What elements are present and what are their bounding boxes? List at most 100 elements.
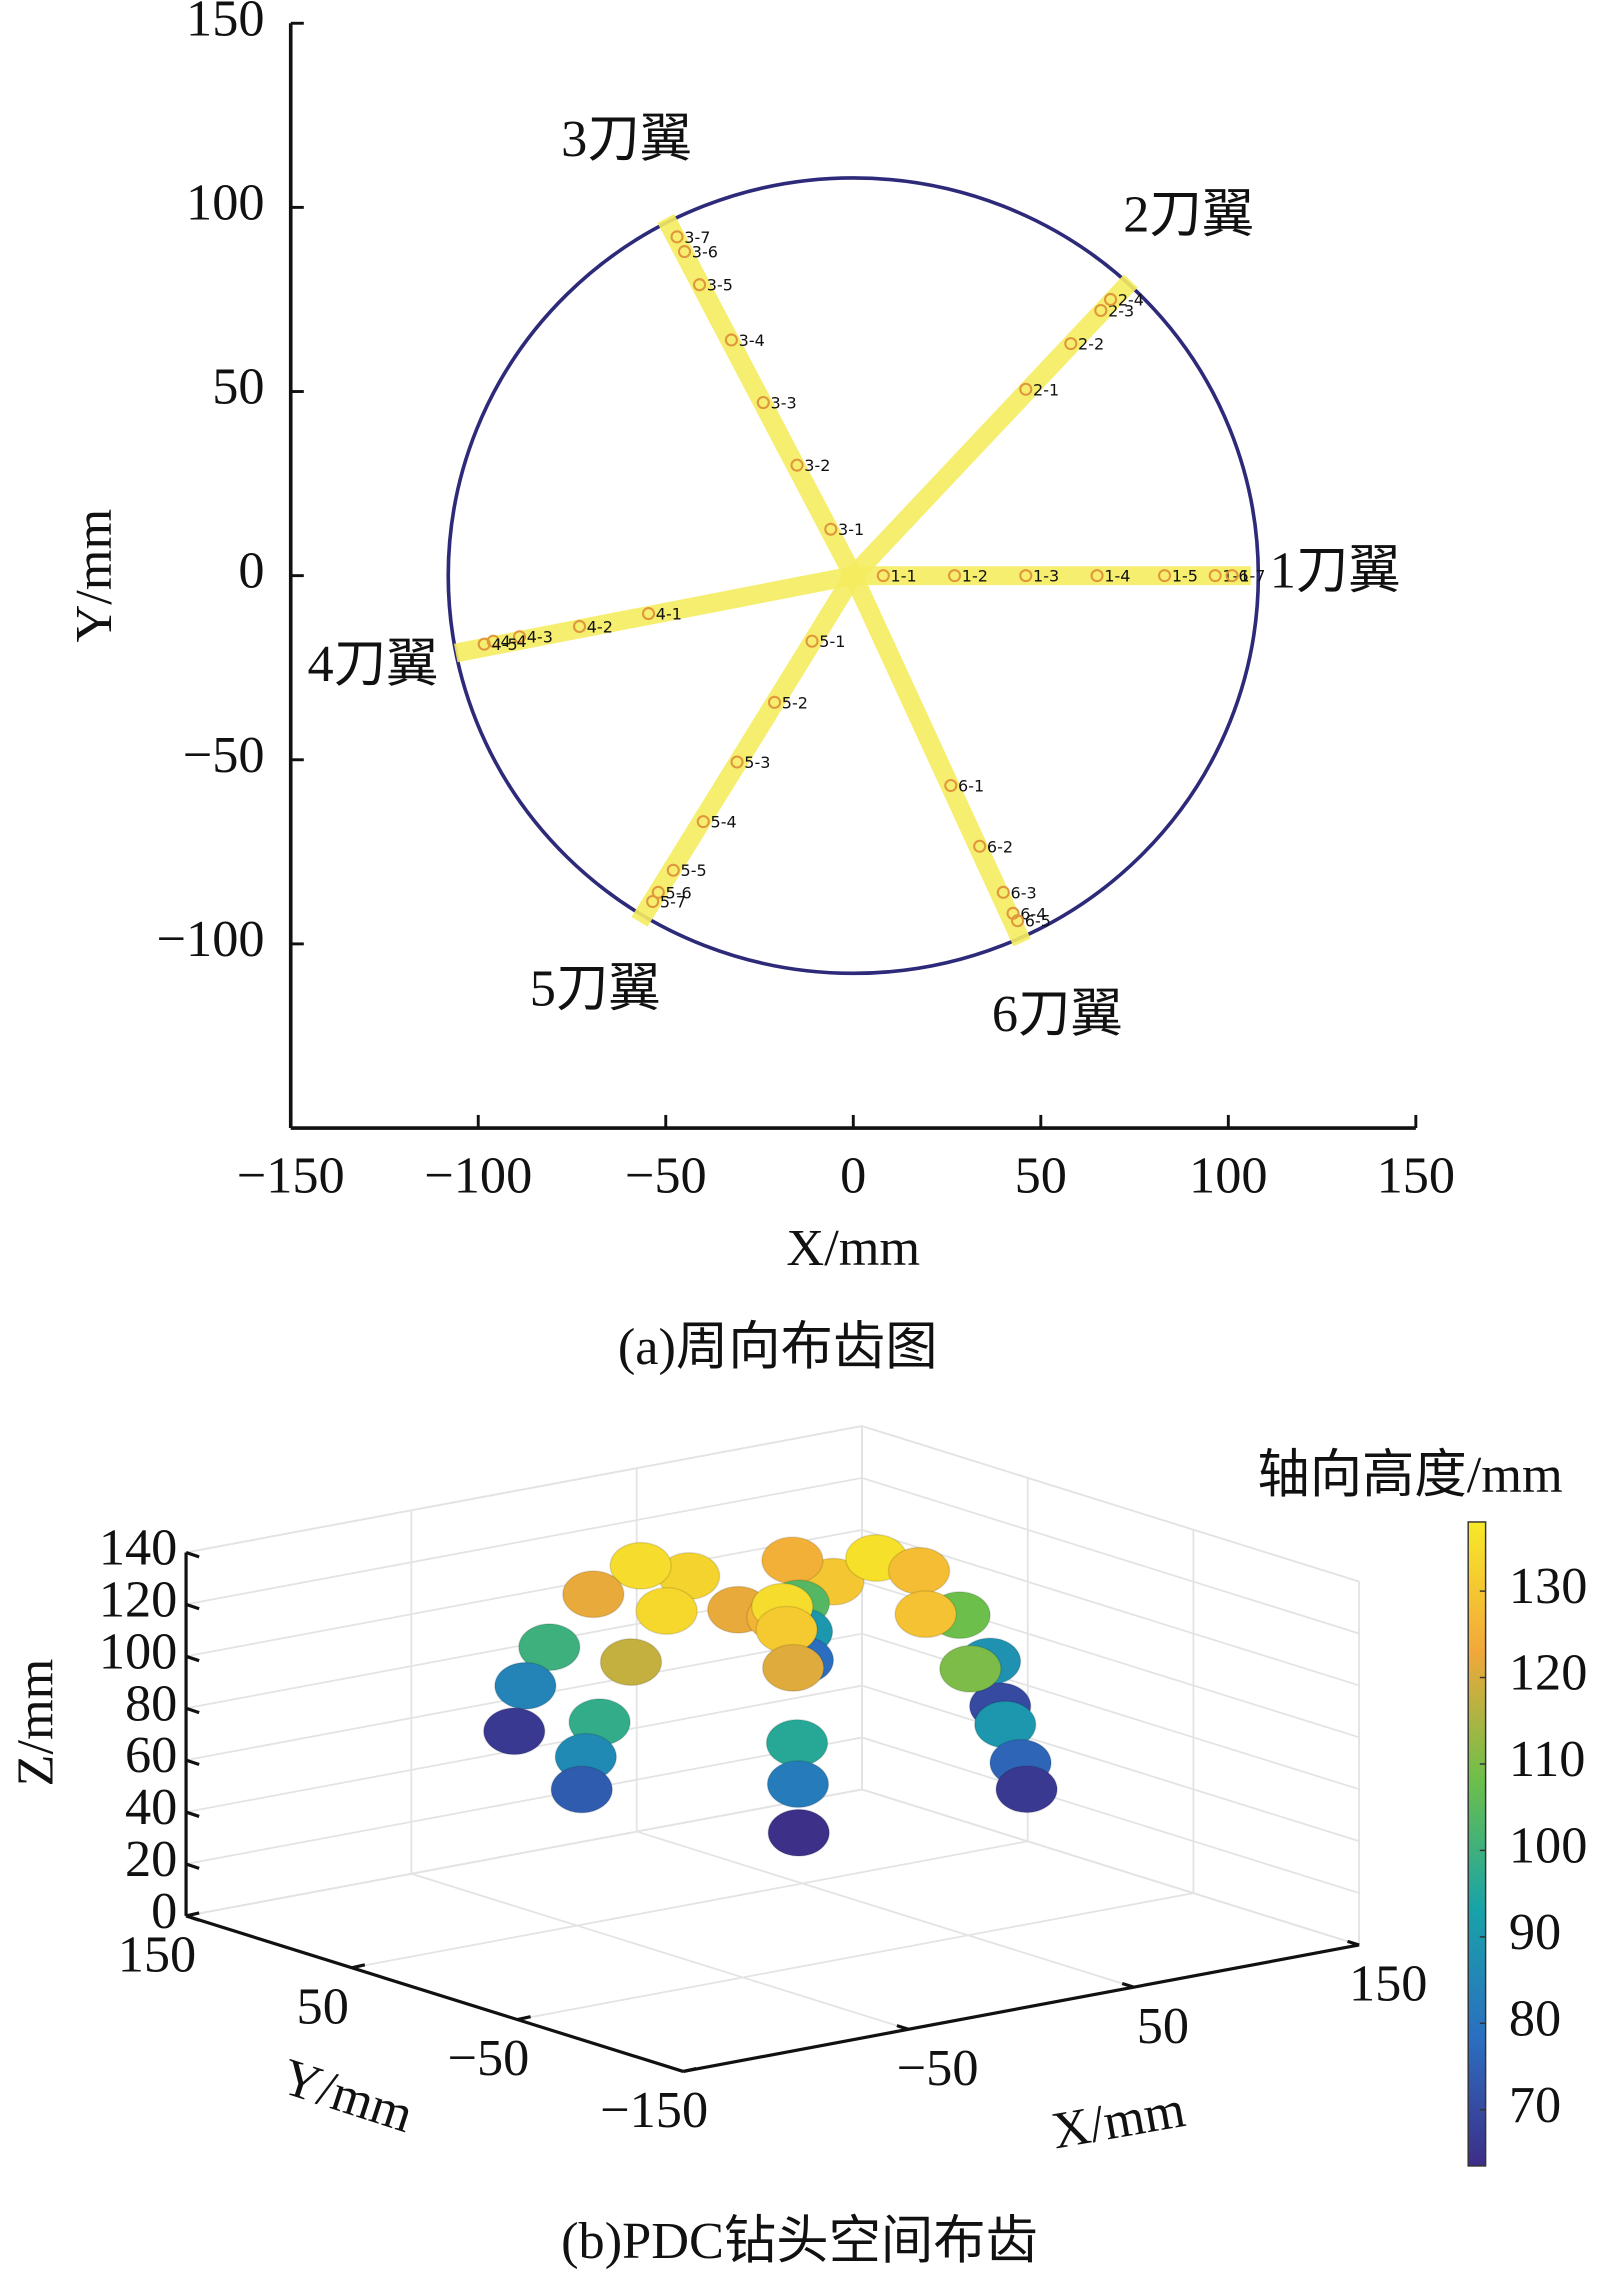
cutter <box>1019 569 1033 583</box>
cutter <box>767 695 782 709</box>
cutter <box>562 1570 625 1619</box>
x-tick-label: −150 <box>237 1146 345 1204</box>
y-tick <box>517 2015 531 2022</box>
x-tick <box>1121 1981 1135 1989</box>
grid-line <box>411 1872 909 2031</box>
z-tick <box>185 1654 200 1663</box>
cutter <box>756 396 770 410</box>
z-tick-label: 140 <box>99 1519 177 1577</box>
blade-label: 6刀翼 <box>992 985 1123 1043</box>
cutter <box>996 885 1010 899</box>
cutter <box>646 895 660 909</box>
blade-label: 1刀翼 <box>1270 542 1401 600</box>
y-tick-label: 150 <box>118 1926 196 1984</box>
grid-line <box>185 1788 863 1917</box>
x-tick-label: −100 <box>424 1146 532 1204</box>
colorbar-tick-label: 100 <box>1509 1816 1587 1874</box>
cutter <box>765 1718 829 1767</box>
cutter <box>692 278 707 292</box>
z-tick-label: 40 <box>125 1778 177 1836</box>
cutter-label: 4-3 <box>527 628 553 647</box>
y-tick-label: 100 <box>186 173 264 231</box>
cutter-label: 3-4 <box>739 331 765 350</box>
grid-line <box>861 1632 1360 1791</box>
cutter <box>635 1586 698 1635</box>
grid-line <box>861 1529 1360 1687</box>
cutter <box>1104 292 1118 306</box>
cutter <box>767 1808 830 1857</box>
z-tick <box>185 1706 200 1715</box>
cutter <box>1011 914 1025 928</box>
y-axis-label: Y/mm <box>65 509 123 643</box>
cutter <box>730 755 744 769</box>
cutter <box>651 885 665 899</box>
z-tick-label: 0 <box>151 1882 177 1940</box>
x-tick <box>896 2024 909 2031</box>
cutter <box>939 1644 1002 1693</box>
y-tick-label: 150 <box>186 0 264 47</box>
cutter-label: 1-2 <box>962 567 988 586</box>
cutter <box>1064 337 1078 351</box>
z-tick-label: 60 <box>125 1726 177 1784</box>
cutter <box>641 607 656 621</box>
cutter <box>1208 569 1222 583</box>
colorbar-tick-label: 130 <box>1509 1557 1587 1615</box>
x-tick-label: 150 <box>1377 1146 1455 1204</box>
blade <box>631 570 862 927</box>
grid-line <box>861 1425 1360 1583</box>
z-tick <box>185 1550 200 1559</box>
cutter-label: 6-5 <box>1025 912 1051 931</box>
x-tick <box>1347 1939 1360 1947</box>
x-tick-label: 100 <box>1189 1146 1267 1204</box>
cutter <box>1158 569 1172 583</box>
y-axis <box>185 1914 684 2073</box>
cutter-label: 3-5 <box>707 276 733 295</box>
cutter-label: 5-5 <box>681 861 707 880</box>
cutter-label: 3-7 <box>684 228 710 247</box>
grid-line <box>185 1528 863 1658</box>
blade-label: 5刀翼 <box>530 960 661 1018</box>
cutter <box>761 1643 825 1692</box>
cutter-label: 3-1 <box>838 520 864 539</box>
blade-label: 4刀翼 <box>308 635 439 693</box>
y-tick-label: −100 <box>157 910 265 968</box>
y-tick-label: −50 <box>448 2029 530 2087</box>
cutter <box>518 1623 581 1672</box>
cutter-label: 3-2 <box>804 456 830 475</box>
cutter-label: 2-2 <box>1078 335 1104 354</box>
y-axis-label: Y/mm <box>275 2048 420 2144</box>
y-tick-label: 50 <box>212 358 264 416</box>
cutter <box>995 1765 1058 1814</box>
cutter-label: 5-3 <box>744 753 770 772</box>
cutter <box>805 634 819 648</box>
cutter <box>824 522 838 536</box>
cutter-label: 1-7 <box>1239 567 1265 586</box>
colorbar <box>1467 1521 1487 2167</box>
cutter-label: 1-1 <box>891 567 917 586</box>
y-tick-label: 50 <box>297 1977 349 2035</box>
cutter <box>696 815 710 829</box>
cutter <box>670 230 684 244</box>
z-tick <box>185 1862 200 1870</box>
colorbar-tick-label: 70 <box>1509 2076 1561 2134</box>
cutter <box>944 779 958 793</box>
grid-line <box>517 1892 1194 2021</box>
cutter <box>1090 569 1104 583</box>
cutter <box>494 1661 557 1710</box>
cutter-label: 5-6 <box>666 883 692 902</box>
cutter-label: 6-4 <box>1020 904 1046 923</box>
cutter-label: 3-3 <box>771 394 797 413</box>
x-tick-label: −50 <box>625 1146 707 1204</box>
y-tick-label: −150 <box>600 2081 708 2139</box>
y-tick-label: 0 <box>238 542 264 600</box>
caption: (a)周向布齿图 <box>618 1318 938 1376</box>
cutter-label: 4-1 <box>656 605 682 624</box>
z-axis-label: Z/mm <box>7 1659 65 1787</box>
cutter-label: 1-3 <box>1033 567 1059 586</box>
blade <box>657 214 862 581</box>
cutter <box>761 1536 824 1585</box>
y-tick <box>351 1963 366 1970</box>
cutter-label: 4-4 <box>501 632 527 651</box>
cutter <box>724 333 738 347</box>
cutter <box>887 1546 951 1595</box>
